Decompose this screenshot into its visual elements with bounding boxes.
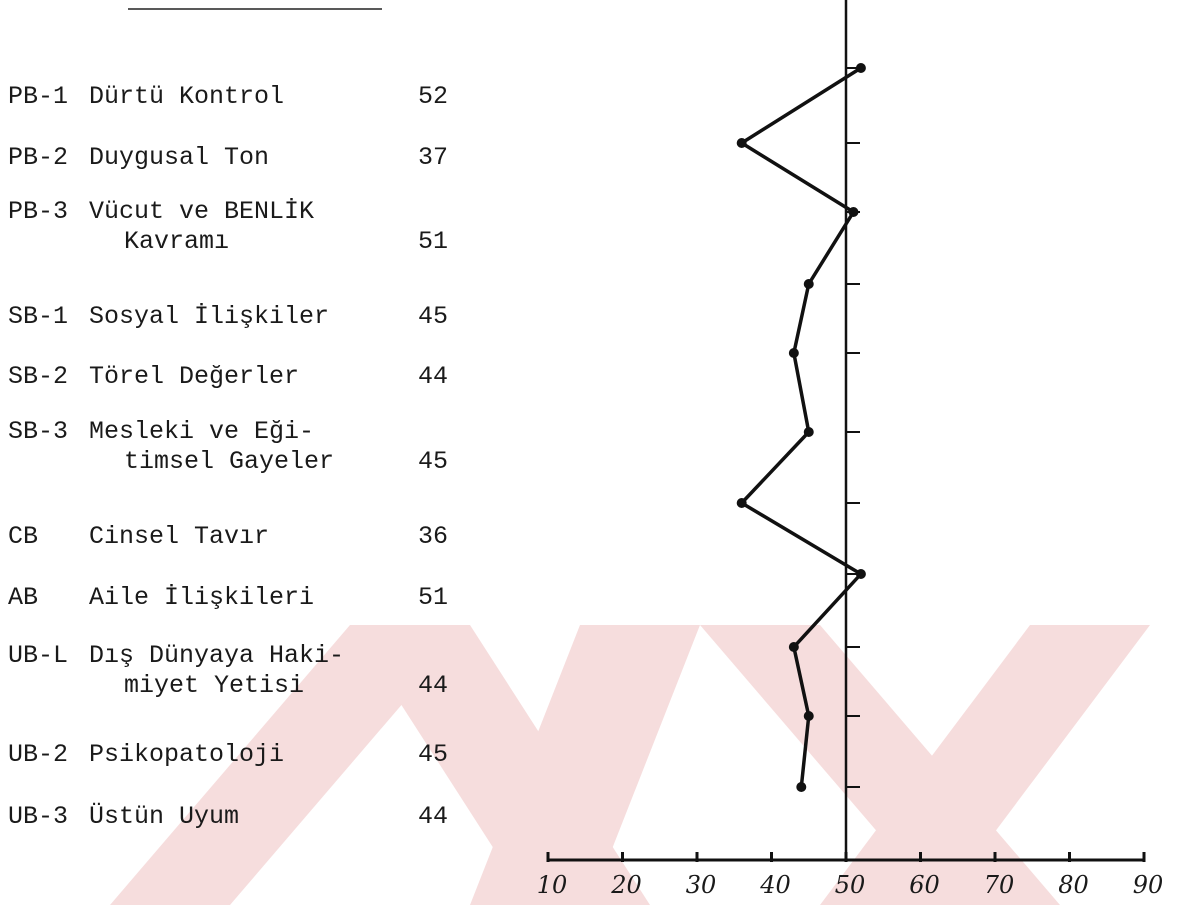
x-axis: 10 20 30 40 50 60 70 80 90 (537, 852, 1164, 899)
scale-code: UB-2 (8, 740, 69, 769)
scale-name-line2: timsel Gayeler (124, 447, 335, 476)
watermark-shape (820, 625, 1150, 905)
scale-name-line2: Kavramı (124, 227, 230, 256)
scale-score: 45 (418, 302, 449, 331)
series-segment (792, 282, 811, 355)
scale-score: 45 (418, 740, 449, 769)
data-point-pb-1 (855, 63, 866, 73)
x-tick-label: 60 (909, 871, 940, 899)
scale-name: Üstün Uyum (89, 802, 240, 831)
scale-score: 44 (418, 362, 449, 391)
scale-name: Vücut ve BENLİK (89, 197, 315, 226)
scale-score: 45 (418, 447, 449, 476)
series-segment (799, 714, 811, 789)
x-tick-label: 10 (537, 871, 568, 899)
x-tick-label: 30 (686, 871, 717, 899)
scale-name: Sosyal İlişkiler (89, 302, 330, 331)
series-segment (739, 430, 811, 505)
scale-score: 36 (418, 522, 449, 551)
scale-name: Dürtü Kontrol (89, 82, 285, 111)
scale-name: Duygusal Ton (89, 143, 270, 172)
scale-name: Psikopatoloji (89, 740, 285, 769)
scale-code: SB-3 (8, 417, 69, 446)
series-segment (739, 66, 863, 145)
data-point-sb-1 (803, 279, 814, 289)
scale-code: SB-2 (8, 362, 69, 391)
data-point-pb-3 (848, 207, 859, 217)
score-line (736, 63, 866, 792)
scale-name: Törel Değerler (89, 362, 300, 391)
series-segment (792, 572, 863, 649)
scale-name: Mesleki ve Eği- (89, 417, 315, 446)
x-tick-label: 80 (1058, 871, 1089, 899)
scale-code: SB-1 (8, 302, 69, 331)
x-tick-label: 20 (610, 871, 642, 899)
series-segment (739, 141, 856, 214)
data-point-ub-3 (796, 782, 807, 792)
scale-code: AB (8, 583, 39, 612)
data-point-pb-2 (736, 138, 747, 148)
x-tick-label: 70 (984, 871, 1015, 899)
scale-code: CB (8, 522, 39, 551)
data-point-sb-3 (803, 427, 814, 437)
scale-code: PB-1 (8, 82, 69, 111)
scale-score: 52 (418, 82, 449, 111)
data-point-ab (855, 569, 866, 579)
series-segment (792, 351, 811, 434)
scale-code: PB-3 (8, 197, 69, 226)
scale-name-line2: miyet Yetisi (124, 671, 305, 700)
x-tick-label: 40 (759, 871, 791, 899)
data-point-sb-2 (788, 348, 799, 358)
scale-code: UB-L (8, 641, 69, 670)
scale-name: Dış Dünyaya Haki- (89, 641, 345, 670)
scale-code: PB-2 (8, 143, 69, 172)
watermark-shape (470, 625, 700, 905)
scale-score: 44 (418, 802, 449, 831)
x-tick-label: 50 (835, 871, 866, 899)
scale-name: Cinsel Tavır (89, 522, 270, 551)
scale-code: UB-3 (8, 802, 69, 831)
series-segment (792, 645, 811, 718)
data-point-ub-l (788, 642, 799, 652)
scale-score: 37 (418, 143, 449, 172)
reference-line (844, 0, 860, 860)
data-point-ub-2 (803, 711, 814, 721)
scale-name: Aile İlişkileri (89, 583, 315, 612)
scale-score: 51 (418, 583, 449, 612)
scale-labels: PB-1 Dürtü Kontrol 52 PB-2 Duygusal Ton 37 PB-… (8, 82, 449, 831)
scale-score: 44 (418, 671, 449, 700)
x-tick-label: 90 (1133, 871, 1164, 899)
data-point-cb (736, 498, 747, 508)
watermark-shape (110, 625, 470, 905)
series-segment (739, 501, 863, 576)
scale-score: 51 (418, 227, 449, 256)
series-segment (807, 210, 856, 286)
